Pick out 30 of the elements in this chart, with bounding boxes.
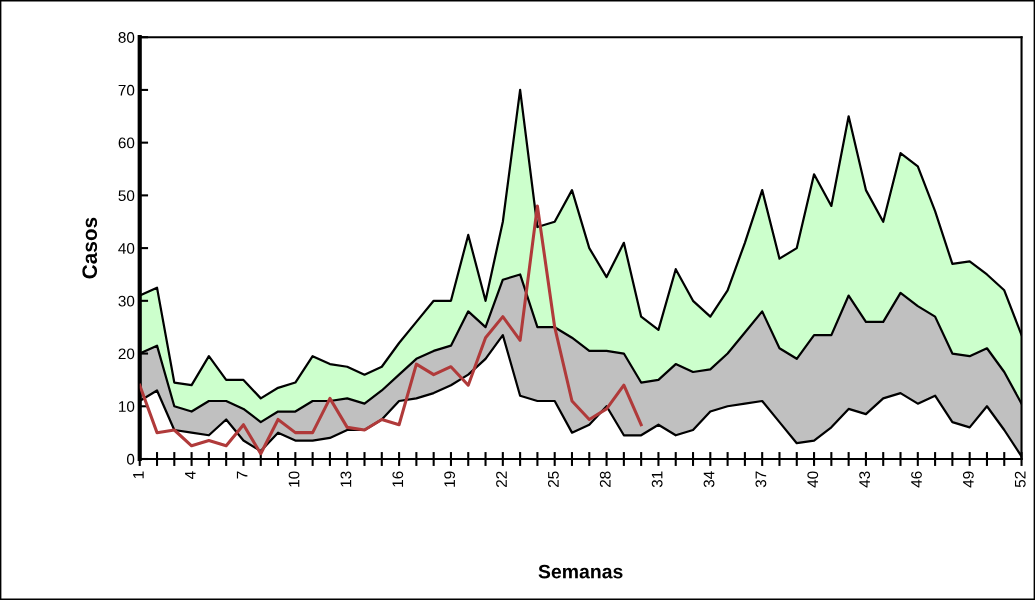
x-tick-label: 19 [444, 471, 456, 487]
x-tick-label: 10 [288, 471, 300, 487]
y-tick-label: 20 [118, 348, 135, 360]
y-axis-title: Casos [82, 217, 98, 279]
x-tick-label: 40 [807, 471, 819, 488]
x-tick-label: 4 [185, 471, 196, 479]
x-tick-label: 37 [755, 471, 767, 488]
x-tick-label: 28 [599, 471, 611, 488]
x-tick-label: 46 [911, 471, 922, 488]
y-tick-label: 60 [118, 137, 135, 149]
x-tick-label: 16 [392, 471, 404, 487]
x-tick-label: 22 [496, 471, 507, 488]
x-tick-label: 34 [703, 471, 715, 488]
x-tick-label: 7 [236, 471, 248, 479]
y-tick-label: 40 [118, 242, 135, 254]
y-tick-label: 10 [119, 401, 135, 412]
y-tick-label: 30 [118, 295, 135, 307]
y-tick-label: 0 [126, 453, 135, 465]
x-tick-label: 25 [547, 471, 559, 488]
x-tick-label: 49 [962, 471, 974, 488]
y-tick-label: 70 [118, 84, 135, 96]
y-tick-label: 50 [118, 190, 135, 202]
x-tick-label: 13 [340, 471, 352, 487]
y-tick-label: 80 [118, 32, 135, 43]
line-series [139, 204, 643, 456]
x-tick-label: 1 [133, 471, 144, 479]
x-tick-label: 31 [651, 471, 663, 488]
x-tick-label: 52 [1014, 471, 1026, 488]
x-axis-title: Semanas [538, 564, 623, 579]
x-tick-label: 43 [859, 471, 871, 488]
